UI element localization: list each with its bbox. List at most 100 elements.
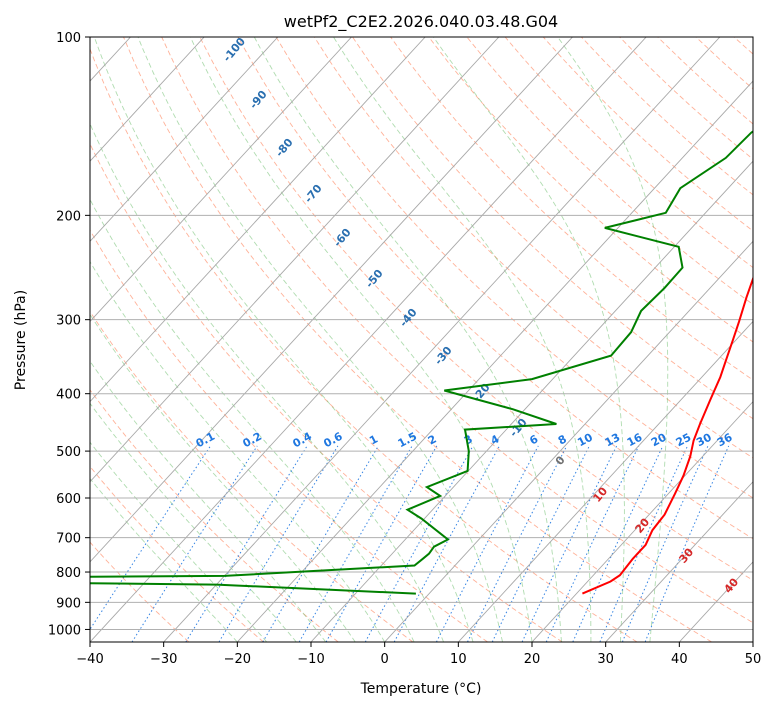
moist-adiabat-line [90, 122, 445, 642]
x-tick-label: 0 [381, 652, 389, 667]
dry-adiabat-line [199, 37, 753, 581]
isotherm-line [163, 37, 721, 642]
y-tick-label: 600 [56, 492, 81, 507]
y-tick-label: 1000 [48, 623, 81, 638]
mixing-ratio-line [325, 445, 438, 642]
x-tick-label: −10 [297, 652, 324, 667]
x-tick-label: 50 [745, 652, 762, 667]
y-axis-label: Pressure (hPa) [13, 290, 29, 390]
moist-adiabat-line [90, 402, 297, 642]
x-tick-label: −20 [224, 652, 251, 667]
moist-adiabat-line [90, 198, 415, 642]
grid-lines [90, 37, 753, 642]
mixing-ratio-label: 1 [367, 432, 380, 447]
dry-adiabat-label: 0 [553, 453, 568, 467]
mixing-ratio-line [491, 445, 590, 642]
dry-adiabat-label: 30 [676, 545, 696, 565]
x-tick-label: −30 [150, 652, 177, 667]
mixing-ratio-label: 16 [625, 431, 645, 450]
x-tick-label: −40 [76, 652, 103, 667]
background-lines [90, 37, 753, 642]
mixing-ratio-line [521, 445, 618, 642]
mixing-ratio-line [364, 445, 474, 642]
dry-adiabat-line [542, 37, 753, 232]
dry-adiabat-label: 10 [590, 484, 610, 504]
y-axis-ticks: 1000 900 800 700 600 500 400 300 200 100 [48, 31, 90, 638]
dry-adiabat-label: -50 [363, 267, 386, 291]
dry-adiabat-label: -30 [432, 344, 455, 368]
series-lines [90, 130, 753, 595]
dry-adiabat-line [90, 142, 563, 642]
mixing-ratio-label: 30 [694, 431, 714, 450]
mixing-ratio-label: 0.6 [321, 430, 345, 451]
moist-adiabat-line [253, 37, 562, 642]
y-tick-label: 100 [56, 31, 81, 46]
moist-adiabat-line [90, 360, 327, 642]
mixing-ratio-label: 6 [527, 432, 540, 447]
mixing-ratio-line [621, 445, 709, 642]
moist-adiabat-line [557, 37, 669, 642]
isotherm-line [384, 240, 753, 642]
moist-adiabat-line [189, 37, 533, 642]
mixing-ratio-label: 0.2 [241, 430, 264, 451]
isotherm-line [90, 37, 279, 243]
dry-adiabat-line [733, 37, 753, 55]
dry-adiabat-line [237, 37, 753, 540]
isotherm-line [752, 641, 753, 642]
mixing-ratio-line [185, 445, 308, 642]
x-tick-label: 40 [671, 652, 688, 667]
isotherm-line [90, 37, 352, 323]
dry-adiabat-line [90, 389, 339, 642]
dry-adiabat-line [90, 310, 414, 642]
mixing-ratio-label: 4 [489, 432, 502, 447]
isotherm-line [90, 37, 647, 642]
isotherm-line [90, 37, 426, 403]
mixing-ratio-line [467, 445, 568, 642]
isotherm-line [531, 400, 753, 642]
x-tick-label: 30 [597, 652, 614, 667]
moist-adiabat-line [93, 37, 474, 642]
mixing-ratio-label: 10 [575, 430, 595, 449]
dry-adiabat-line [275, 37, 753, 499]
moist-adiabat-line [137, 37, 503, 642]
mixing-ratio-label: 0.4 [291, 430, 315, 451]
dry-adiabat-line [657, 37, 753, 125]
x-tick-label: 10 [450, 652, 467, 667]
dry-adiabat-line [90, 465, 264, 642]
y-tick-label: 800 [56, 566, 81, 581]
moist-adiabat-line [333, 37, 592, 642]
temperature-line [582, 275, 753, 595]
y-tick-label: 900 [56, 596, 81, 611]
isotherm-line [90, 37, 205, 162]
isotherm-line [310, 160, 753, 642]
isotherm-line [605, 481, 753, 642]
mixing-ratio-line [644, 445, 730, 642]
dry-adiabat-line [161, 37, 753, 624]
mixing-ratio-line [90, 445, 211, 631]
dry-adiabat-label: -60 [331, 226, 354, 250]
mixing-ratio-line [298, 445, 413, 642]
x-axis-label: Temperature (°C) [360, 681, 482, 697]
dry-adiabat-label: -90 [247, 88, 270, 112]
y-tick-label: 300 [56, 314, 81, 329]
plot-frame [89, 36, 754, 643]
chart-title: wetPf2_C2E2.2026.040.03.48.G04 [284, 12, 558, 32]
isotherm-line [90, 37, 500, 483]
dry-adiabat-label: -80 [273, 136, 296, 160]
x-tick-label: 20 [524, 652, 541, 667]
y-tick-label: 500 [56, 445, 81, 460]
dewpoint-line [90, 130, 753, 595]
isotherm-line [237, 80, 753, 642]
y-tick-label: 200 [56, 209, 81, 224]
isotherm-line [90, 37, 573, 563]
mixing-ratio-label: 36 [715, 431, 735, 450]
y-tick-label: 400 [56, 388, 81, 403]
moist-adiabat-line [90, 441, 268, 642]
mixing-ratio-label: 13 [603, 431, 623, 450]
mixing-ratio-line [131, 445, 258, 642]
mixing-ratio-label: 2 [426, 432, 439, 447]
mixing-ratio-label: 0.1 [194, 430, 217, 451]
dry-adiabat-line [123, 37, 712, 642]
dry-adiabat-line [90, 47, 638, 642]
dry-adiabat-line [428, 37, 753, 343]
